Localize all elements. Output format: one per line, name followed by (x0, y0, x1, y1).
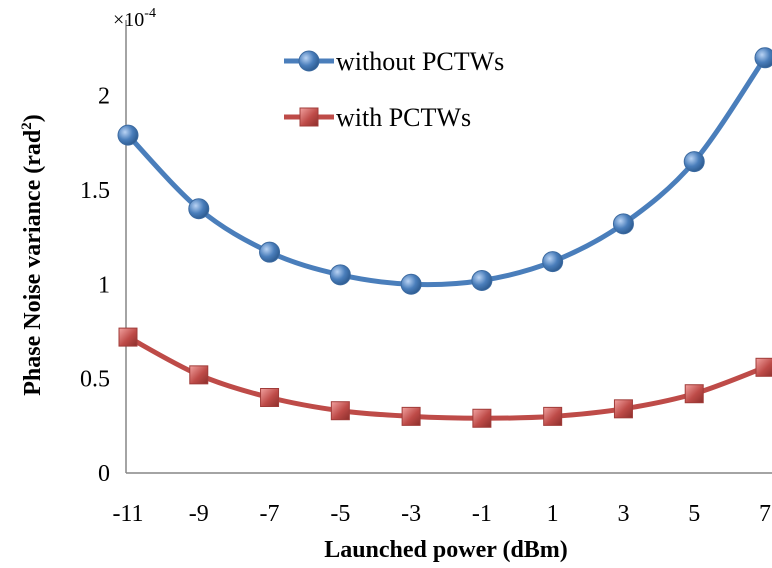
data-point-circle (117, 124, 139, 146)
y-tick-labels: 0 0.5 1 1.5 2 (80, 84, 110, 488)
plot-area (117, 47, 772, 428)
data-point-circle (188, 198, 210, 220)
series-without-pctws (117, 47, 772, 295)
data-point-square (260, 388, 280, 407)
data-point-circle (754, 47, 772, 69)
series-line-without-pctws (125, 55, 768, 288)
y-axis-title: Phase Noise variance (rad2) (19, 114, 46, 395)
legend-marker-square (299, 107, 319, 127)
data-point-circle (542, 251, 564, 273)
data-point-square (118, 327, 138, 347)
x-tick-label: -11 (112, 501, 143, 527)
data-point-square (472, 408, 492, 428)
x-tick-label: -3 (401, 501, 421, 527)
data-point-square (189, 365, 209, 385)
y-tick-label: 0 (98, 461, 110, 487)
data-point-square (684, 384, 704, 404)
x-tick-label: -7 (260, 501, 280, 527)
series-with-pctws (118, 327, 772, 428)
y-tick-label: 2 (98, 84, 110, 110)
x-tick-label: -9 (189, 501, 209, 527)
data-point-square (543, 406, 563, 426)
data-point-square (613, 399, 633, 419)
x-tick-label: -1 (472, 501, 492, 527)
legend-marker-circle (298, 50, 320, 72)
data-point-circle (471, 269, 493, 291)
data-point-square (755, 357, 772, 377)
y-axis-exponent: ×10-4 (113, 6, 156, 31)
x-tick-label: -5 (330, 501, 350, 527)
data-point-square (330, 401, 350, 421)
x-tick-label: 3 (617, 501, 629, 527)
data-point-circle (400, 273, 422, 295)
data-point-circle (329, 264, 351, 286)
y-tick-label: 1 (98, 272, 110, 298)
data-point-circle (612, 213, 634, 235)
data-point-circle (683, 151, 705, 173)
x-tick-label: 5 (688, 501, 700, 527)
legend-label-without-pctws: without PCTWs (336, 47, 504, 76)
x-tick-label: 1 (547, 501, 559, 527)
series-line-with-pctws (125, 334, 768, 421)
y-tick-label: 1.5 (80, 178, 110, 204)
x-axis-title: Launched power (dBm) (324, 537, 568, 563)
y-tick-label: 0.5 (80, 367, 110, 393)
legend-label-with-pctws: with PCTWs (336, 103, 471, 132)
legend-item-without-pctws: without PCTWs (284, 47, 504, 76)
legend: without PCTWs with PCTWs (284, 47, 504, 132)
legend-item-with-pctws: with PCTWs (284, 103, 471, 132)
data-point-circle (259, 241, 281, 263)
data-point-square (401, 406, 421, 426)
x-tick-label: 7 (759, 501, 771, 527)
x-tick-labels: -11 -9 -7 -5 -3 -1 1 3 5 7 (112, 501, 771, 527)
